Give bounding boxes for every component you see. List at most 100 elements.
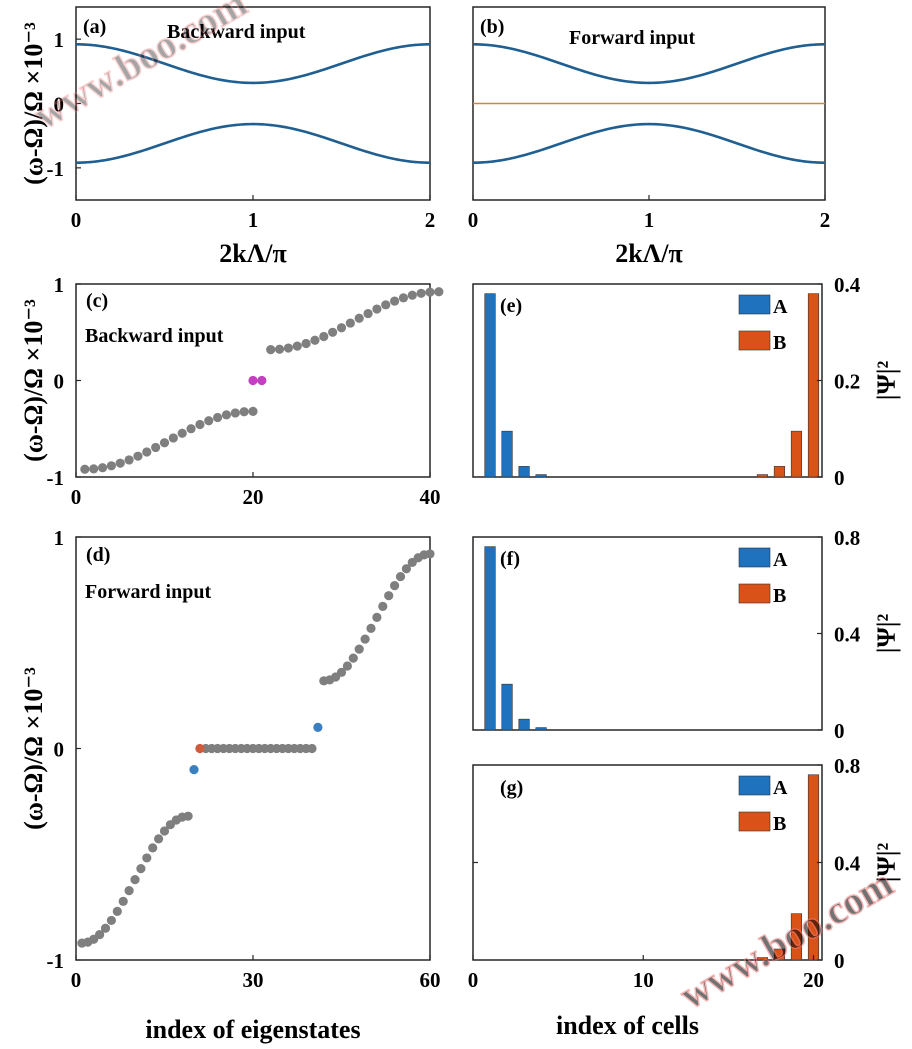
eigenstate-point — [213, 412, 223, 423]
eigenstate-point — [425, 549, 435, 559]
x-tick-label-g: 10 — [633, 968, 654, 992]
blue-state-point — [189, 765, 199, 775]
eigenstate-point — [342, 661, 352, 671]
flat-band-point — [307, 743, 317, 754]
y-tick-label-f: 0.8 — [834, 526, 860, 550]
bar-B-g — [756, 957, 768, 961]
band-line-upper-a — [75, 43, 431, 85]
eigenstate-point — [416, 288, 426, 298]
annotation-a: Backward input — [167, 21, 306, 43]
eigenstate-point — [401, 564, 411, 574]
eigenstate-point — [124, 886, 134, 896]
eigenstate-point — [168, 433, 178, 443]
eigenstate-point — [142, 853, 152, 863]
eigenstate-point — [301, 338, 311, 349]
annotation-b: Forward input — [569, 27, 695, 49]
panel-label-f: (f) — [500, 548, 520, 570]
panel-label-d: (d) — [86, 544, 110, 566]
eigenstate-point — [230, 408, 240, 418]
eigenstate-point — [395, 571, 406, 582]
eigenstate-point — [151, 442, 161, 453]
bar-A-f — [518, 718, 530, 731]
eigenstate-point — [159, 438, 170, 448]
eigenstate-point — [89, 464, 99, 474]
panel-c: 0 20 40-101(c)Backward input(ω-Ω)/Ω ×10⁻³ — [19, 273, 444, 509]
edge-state-point — [248, 375, 258, 386]
eigenstate-point — [283, 343, 293, 353]
x-tick-label-a: 2 — [425, 208, 436, 232]
x-axis-label-b: 2kΛ/π — [615, 239, 683, 268]
watermark-top: www.boo.com — [26, 0, 254, 138]
y-tick-label-d: 0 — [54, 738, 65, 762]
eigenstate-point — [274, 344, 285, 354]
bar-B-e — [790, 430, 803, 478]
bar-A-e — [501, 430, 513, 478]
legend-label-A: A — [773, 777, 788, 799]
x-tick-label-d: 0 — [71, 968, 82, 992]
eigenstate-point — [80, 464, 90, 474]
panel-label-a: (a) — [83, 16, 106, 38]
blue-state-point — [313, 722, 323, 732]
y-tick-label-e: 0.4 — [834, 273, 861, 297]
eigenstate-point — [345, 318, 355, 328]
eigenstate-point — [390, 581, 400, 591]
bar-B-e — [773, 466, 786, 478]
panel-g: 0 0.4 0.8 0 10 20 index of cells (g) AB |Ψ|² — [468, 754, 901, 1040]
eigenstate-point — [154, 834, 164, 844]
y-axis-label-e: |Ψ|² — [872, 361, 901, 401]
eigenstate-point — [204, 416, 214, 426]
eigenstate-point — [366, 623, 376, 633]
panel-label-e: (e) — [500, 295, 522, 317]
bar-A-e — [484, 293, 496, 478]
y-tick-label-d: 1 — [54, 526, 65, 550]
legend-swatch-B — [738, 583, 771, 604]
panel-e: 0 0.2 0.4 (e) AB |Ψ|² — [472, 273, 901, 490]
eigenstate-point — [130, 875, 140, 885]
eigenstate-point — [221, 410, 232, 420]
band-line-lower-a — [75, 122, 431, 164]
x-tick-label-c: 40 — [420, 485, 441, 509]
x-tick-label-b: 1 — [644, 208, 655, 232]
panels-layer: 0 1 2 -1 0 1 (a) Backward input 2kΛ/π (ω-Ω)/Ω ×10… — [19, 6, 901, 1044]
eigenstate-point — [177, 428, 187, 438]
eigenstate-point — [372, 612, 382, 622]
y-tick-label-e: 0 — [834, 466, 845, 490]
eigenstate-point — [398, 293, 409, 303]
x-tick-label-b: 0 — [468, 208, 479, 232]
x-axis-label-g: index of cells — [556, 1011, 699, 1040]
eigenstate-point — [336, 323, 347, 333]
eigenstate-point — [354, 644, 364, 654]
y-axis-label-f: |Ψ|² — [872, 614, 901, 654]
x-tick-label-c: 20 — [243, 485, 264, 509]
legend-swatch-A — [738, 775, 771, 796]
y-tick-label-g: 0 — [834, 949, 845, 973]
legend-swatch-B — [738, 811, 771, 832]
legend-label-A: A — [773, 549, 788, 571]
eigenstate-point — [239, 407, 249, 417]
eigenstate-point — [354, 313, 364, 323]
y-tick-label-f: 0.4 — [834, 623, 861, 647]
y-tick-label-c: -1 — [47, 466, 65, 490]
eigenstate-point — [148, 843, 158, 853]
y-axis-label-d: (ω-Ω)/Ω ×10⁻³ — [19, 667, 48, 830]
eigenstate-point — [115, 458, 125, 468]
bar-A-e — [518, 466, 530, 478]
panel-a: 0 1 2 -1 0 1 (a) Backward input 2kΛ/π (ω-Ω)/Ω ×10… — [19, 6, 436, 268]
annotation-d: Forward input — [85, 581, 211, 603]
eigenstate-point — [434, 287, 444, 297]
x-tick-label-d: 30 — [243, 968, 264, 992]
legend-label-B: B — [773, 332, 786, 354]
bar-A-f — [501, 683, 513, 731]
x-tick-label-a: 0 — [71, 208, 82, 232]
eigenstate-point — [425, 287, 435, 297]
eigenstate-point — [106, 915, 116, 926]
eigenstate-point — [97, 463, 108, 473]
eigenstate-point — [360, 634, 370, 644]
panel-label-b: (b) — [480, 16, 504, 38]
band-line-upper-b — [472, 43, 826, 85]
annotation-c: Backward input — [85, 325, 224, 347]
panel-b: 0 1 2 (b) Forward input 2kΛ/π — [468, 6, 830, 268]
band-line-lower-b — [472, 122, 826, 164]
legend-swatch-A — [738, 547, 771, 568]
